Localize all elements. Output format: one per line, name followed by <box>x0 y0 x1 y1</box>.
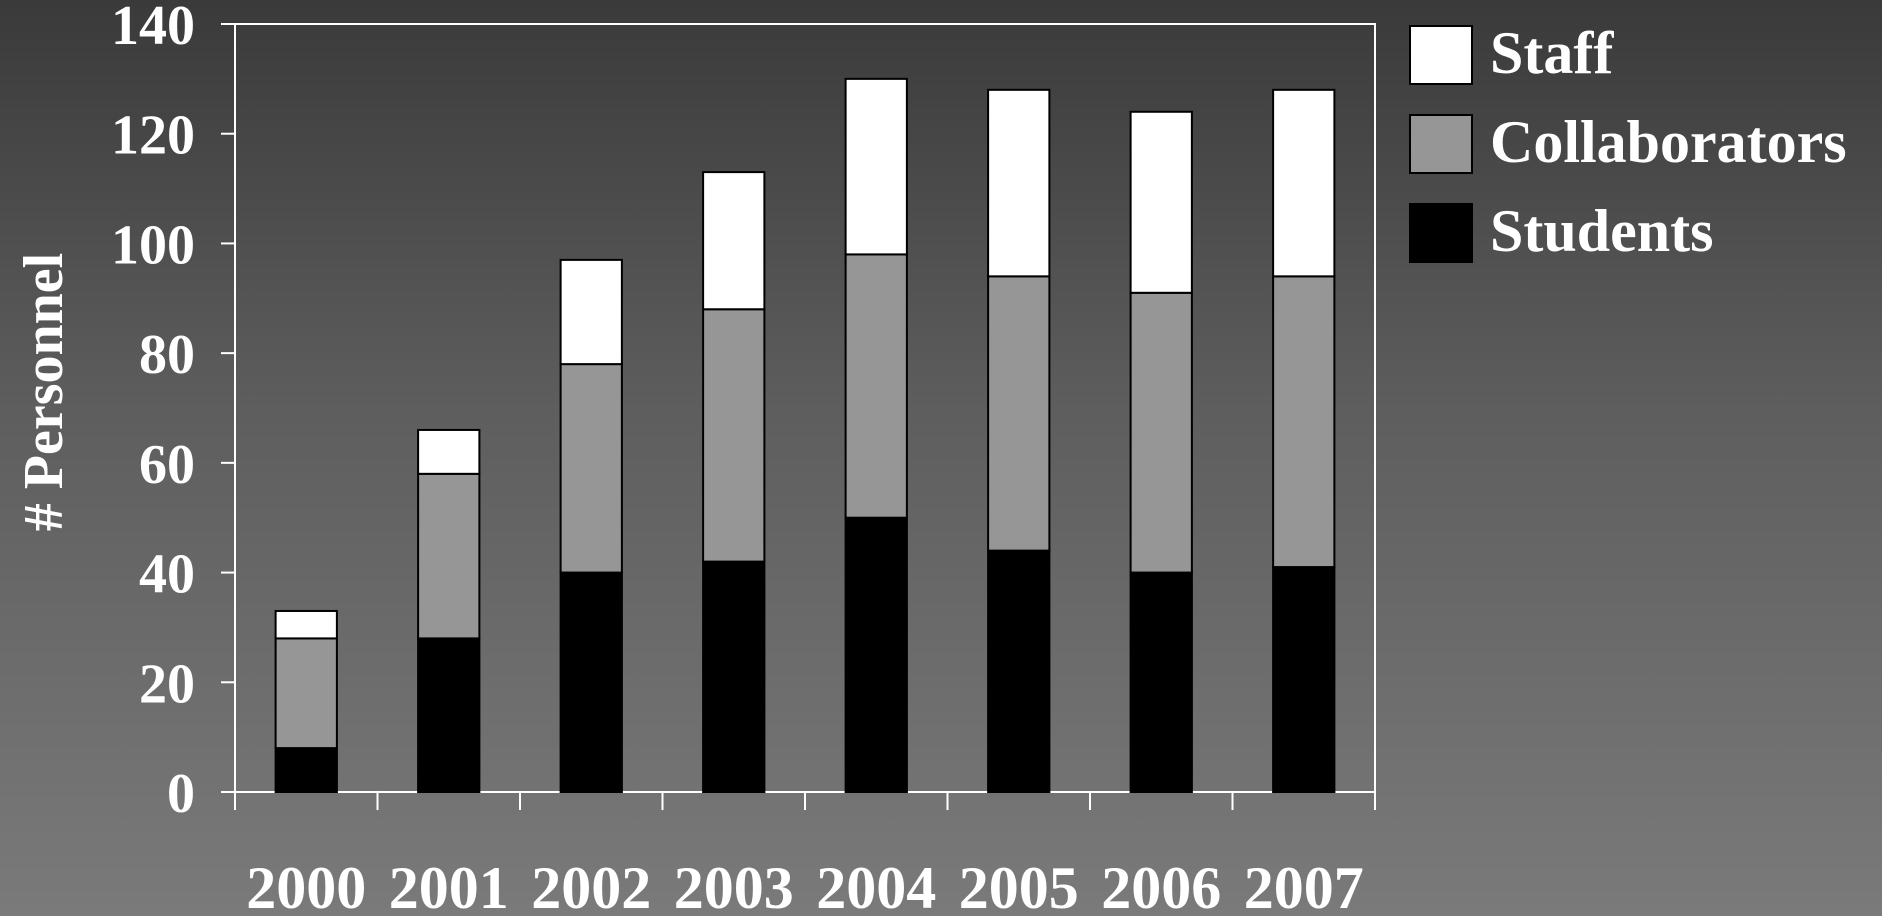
x-tick-label: 2002 <box>531 855 651 916</box>
bar-students-2007 <box>1272 566 1336 793</box>
legend-label-students: Students <box>1490 198 1713 264</box>
y-tick-label: 60 <box>139 434 195 496</box>
plot-area-group <box>234 23 1376 793</box>
bar-staff-2001 <box>417 428 481 475</box>
y-tick-label: 20 <box>139 653 195 715</box>
bar-collaborators-2001 <box>417 472 481 640</box>
bar-staff-2005 <box>987 88 1051 278</box>
bar-collaborators-2000 <box>274 637 338 750</box>
bar-collaborators-2003 <box>702 308 766 563</box>
legend: Staff Collaborators Students <box>1409 20 1847 264</box>
y-tick-label: 120 <box>111 105 195 167</box>
bar-collaborators-2006 <box>1129 291 1193 574</box>
bar-students-2003 <box>702 560 766 793</box>
bar-staff-2007 <box>1272 88 1336 278</box>
bar-collaborators-2005 <box>987 275 1051 552</box>
x-tick-label: 2007 <box>1244 855 1364 916</box>
bar-students-2001 <box>417 637 481 794</box>
legend-swatch-students <box>1409 203 1473 263</box>
bar-staff-2006 <box>1129 110 1193 294</box>
bar-staff-2002 <box>559 258 623 366</box>
bar-staff-2003 <box>702 171 766 311</box>
y-tick-label: 140 <box>111 0 195 57</box>
bar-students-2006 <box>1129 571 1193 793</box>
plot-frame <box>234 23 1376 793</box>
bar-staff-2000 <box>274 609 338 640</box>
legend-swatch-collaborators <box>1409 114 1473 174</box>
bar-staff-2004 <box>844 77 908 256</box>
x-tick-label: 2000 <box>246 855 366 916</box>
y-tick-label: 100 <box>111 214 195 276</box>
bar-collaborators-2007 <box>1272 275 1336 569</box>
bar-collaborators-2002 <box>559 363 623 574</box>
x-axis: 2000 2001 2002 2003 2004 2005 2006 2007 <box>234 792 1376 916</box>
legend-swatch-staff <box>1409 25 1473 85</box>
y-axis: 0 20 40 60 80 100 120 140 <box>111 0 235 825</box>
bar-collaborators-2004 <box>844 253 908 519</box>
bar-series-group <box>274 77 1336 794</box>
legend-label-collaborators: Collaborators <box>1490 109 1847 175</box>
x-tick-label: 2006 <box>1101 855 1221 916</box>
x-tick-label: 2005 <box>959 855 1079 916</box>
bar-students-2002 <box>559 571 623 793</box>
bar-students-2004 <box>844 516 908 793</box>
y-axis-title: # Personnel <box>13 253 75 531</box>
y-tick-label: 80 <box>139 324 195 386</box>
y-tick-label: 40 <box>139 544 195 606</box>
x-tick-label: 2004 <box>816 855 936 916</box>
y-tick-label: 0 <box>167 763 195 825</box>
legend-label-staff: Staff <box>1490 20 1614 86</box>
x-tick-label: 2001 <box>389 855 509 916</box>
bar-students-2000 <box>274 747 338 793</box>
x-tick-label: 2003 <box>674 855 794 916</box>
bar-students-2005 <box>987 549 1051 794</box>
